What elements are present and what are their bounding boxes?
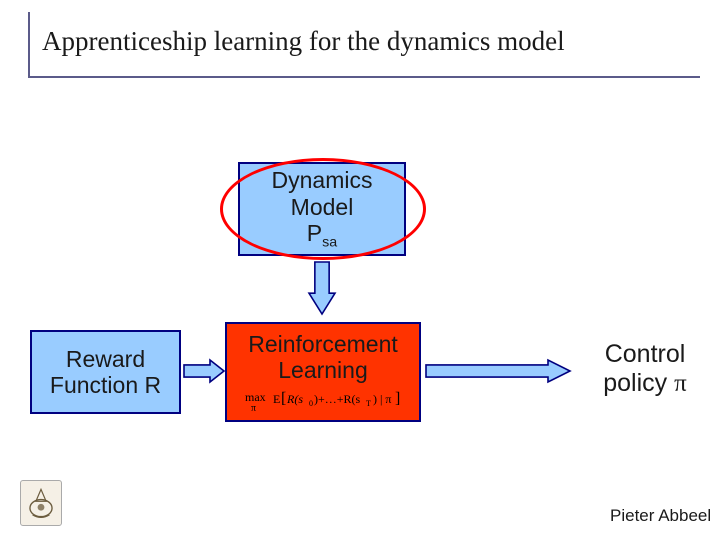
box-rl-l2: Learning xyxy=(278,357,368,383)
arrow-dynamics-to-rl xyxy=(309,262,335,314)
svg-text:π: π xyxy=(251,403,256,413)
svg-text:]: ] xyxy=(395,390,400,407)
box-reward-l1: Reward xyxy=(66,346,145,372)
label-policy-l2: policy π xyxy=(603,369,687,397)
title-rule-vertical xyxy=(28,12,30,76)
svg-text:T: T xyxy=(366,399,371,408)
arrow-reward-to-rl xyxy=(184,360,224,382)
svg-text:)+…+R(s: )+…+R(s xyxy=(314,392,361,406)
institution-logo xyxy=(20,480,62,526)
box-reward-function: Reward Function R xyxy=(30,330,181,414)
logo-icon xyxy=(24,484,58,522)
box-reward-l2: Function R xyxy=(50,372,161,398)
svg-text:E: E xyxy=(273,392,280,406)
slide: Apprenticeship learning for the dynamics… xyxy=(0,0,720,540)
svg-text:0: 0 xyxy=(309,399,313,408)
title-region: Apprenticeship learning for the dynamics… xyxy=(28,12,700,82)
slide-title: Apprenticeship learning for the dynamics… xyxy=(42,26,565,57)
highlight-ellipse xyxy=(220,158,426,260)
rl-formula: maxπ E[R(s 0)+…+R(s T) | π] xyxy=(243,387,403,413)
arrow-rl-to-policy xyxy=(426,360,570,382)
box-reinforcement-learning: Reinforcement Learning maxπ E[R(s 0)+…+R(s… xyxy=(225,322,421,422)
box-rl-l1: Reinforcement xyxy=(248,331,398,357)
svg-text:[: [ xyxy=(281,390,286,407)
svg-text:max: max xyxy=(245,390,266,404)
label-control-policy: Control policy π xyxy=(580,340,710,398)
title-rule-horizontal xyxy=(28,76,700,78)
label-policy-l1: Control xyxy=(605,340,686,368)
svg-text:) | π: ) | π xyxy=(373,392,391,406)
svg-text:R(s: R(s xyxy=(286,392,303,406)
author-name: Pieter Abbeel xyxy=(610,506,711,526)
